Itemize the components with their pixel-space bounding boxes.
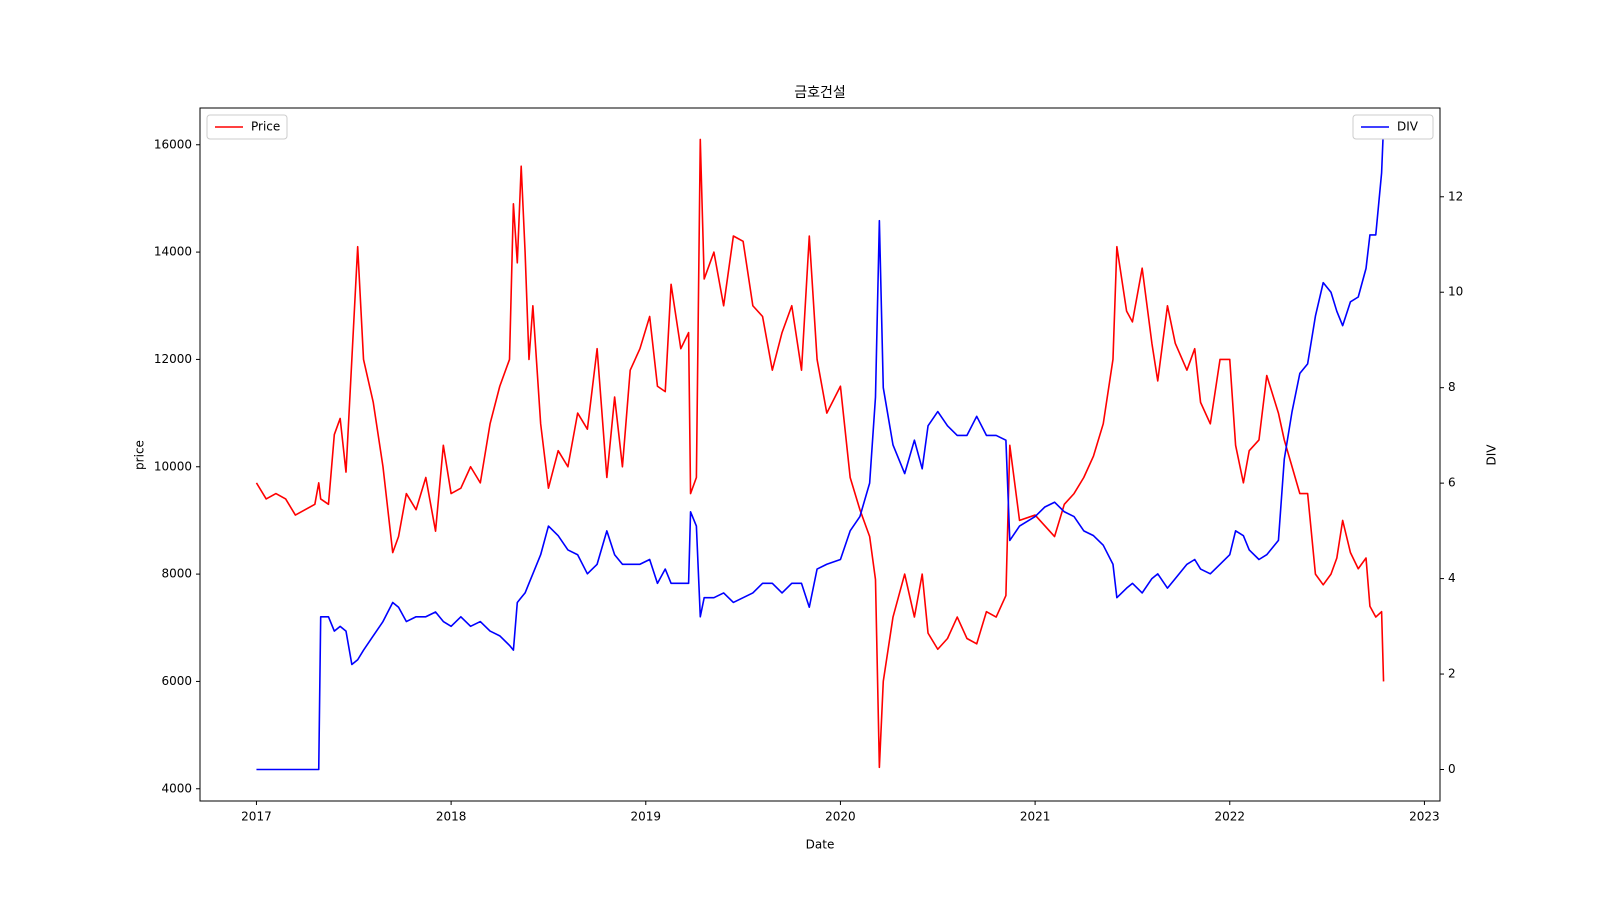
x-tick-label: 2017: [241, 810, 272, 824]
legend-box: [1352, 114, 1434, 140]
x-tick-label: 2023: [1409, 810, 1440, 824]
x-tick-label: 2022: [1214, 810, 1245, 824]
y-tick-label: 8000: [161, 567, 192, 581]
y2-tick-label: 12: [1448, 189, 1463, 203]
y2-tick-label: 2: [1448, 667, 1456, 681]
chart-title: 금호건설: [794, 85, 846, 101]
y2-tick-label: 8: [1448, 380, 1456, 394]
y2-tick-label: 0: [1448, 762, 1456, 776]
x-axis-label: Date: [806, 838, 835, 852]
y2-tick-label: 4: [1448, 571, 1456, 585]
x-tick-label: 2018: [436, 810, 467, 824]
y-tick-label: 4000: [161, 781, 192, 795]
y2-axis-label: DIV: [1485, 444, 1499, 466]
x-tick-label: 2020: [825, 810, 856, 824]
series-line: [256, 125, 1385, 771]
axes-frame: [199, 107, 1441, 802]
y-tick-label: 16000: [154, 137, 192, 151]
y2-tick-label: 6: [1448, 476, 1456, 490]
y-tick-label: 10000: [154, 459, 192, 473]
y-tick-label: 6000: [161, 674, 192, 688]
legend-label: DIV: [1397, 120, 1419, 134]
legend-box: [206, 114, 288, 140]
x-tick-label: 2019: [631, 810, 662, 824]
x-tick-label: 2021: [1020, 810, 1051, 824]
y-axis-label: price: [133, 440, 147, 470]
series-line: [255, 138, 1385, 769]
y2-tick-label: 10: [1448, 285, 1463, 299]
y-tick-label: 12000: [154, 352, 192, 366]
legend-label: Price: [251, 120, 280, 134]
y-tick-label: 14000: [154, 245, 192, 259]
